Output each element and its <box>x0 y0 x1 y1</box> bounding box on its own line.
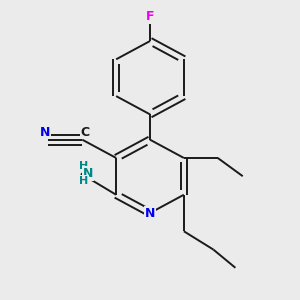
Text: N: N <box>145 206 155 220</box>
Text: N: N <box>40 126 51 139</box>
Text: H: H <box>79 176 88 186</box>
Text: F: F <box>146 10 154 22</box>
Text: N: N <box>83 167 93 180</box>
Text: C: C <box>81 126 90 139</box>
Text: H: H <box>79 161 88 171</box>
